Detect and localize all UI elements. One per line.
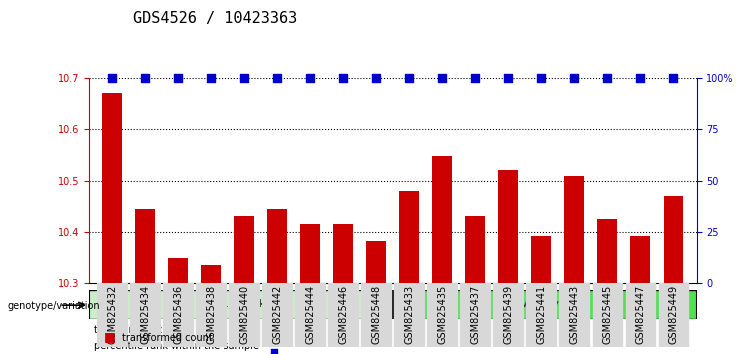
Text: GSM825448: GSM825448 <box>371 285 381 344</box>
Text: GSM825434: GSM825434 <box>140 285 150 344</box>
Bar <box>399 191 419 283</box>
Bar <box>168 258 188 283</box>
Bar <box>102 93 122 283</box>
Bar <box>432 156 452 283</box>
Bar <box>202 265 221 283</box>
Bar <box>460 283 490 347</box>
Text: ■: ■ <box>104 330 116 343</box>
Bar <box>394 283 424 347</box>
Point <box>436 75 448 81</box>
Point <box>668 75 679 81</box>
Text: GSM825432: GSM825432 <box>107 285 117 344</box>
Bar <box>333 224 353 283</box>
Point <box>602 75 614 81</box>
Point <box>568 75 580 81</box>
Bar <box>526 283 556 347</box>
Bar <box>163 283 193 347</box>
Text: GSM825437: GSM825437 <box>471 285 480 344</box>
Bar <box>296 283 325 347</box>
Bar <box>130 283 160 347</box>
Text: GSM825446: GSM825446 <box>338 285 348 344</box>
Text: transformed count: transformed count <box>122 333 213 343</box>
Text: GSM825439: GSM825439 <box>503 285 514 344</box>
Bar <box>625 283 655 347</box>
Text: GSM825438: GSM825438 <box>206 285 216 344</box>
Bar <box>631 236 651 283</box>
Point <box>634 75 646 81</box>
Bar <box>328 283 358 347</box>
Text: GDS4526 / 10423363: GDS4526 / 10423363 <box>133 11 298 25</box>
Point <box>469 75 481 81</box>
Text: GSM825447: GSM825447 <box>635 285 645 344</box>
Bar <box>393 290 703 319</box>
Bar <box>362 283 391 347</box>
Bar <box>465 217 485 283</box>
Point <box>106 75 118 81</box>
Bar <box>663 196 683 283</box>
Bar <box>300 224 320 283</box>
Bar <box>494 283 523 347</box>
Text: GSM825440: GSM825440 <box>239 285 249 344</box>
Bar <box>428 283 457 347</box>
Point <box>403 75 415 81</box>
Text: GSM825433: GSM825433 <box>405 285 414 344</box>
Point <box>536 75 548 81</box>
Point <box>305 75 316 81</box>
Text: transformed count: transformed count <box>95 325 185 336</box>
Point <box>172 75 184 81</box>
Bar <box>659 283 688 347</box>
Bar <box>366 241 386 283</box>
Bar <box>229 283 259 347</box>
Text: GSM825441: GSM825441 <box>536 285 546 344</box>
Bar <box>593 283 622 347</box>
Text: GSM825449: GSM825449 <box>668 285 679 344</box>
Text: wild type: wild type <box>522 299 574 309</box>
Text: GSM825435: GSM825435 <box>437 285 448 344</box>
Bar <box>262 283 292 347</box>
Text: GSM825445: GSM825445 <box>602 285 612 344</box>
Point <box>139 75 151 81</box>
Text: Wfs1 knock-out: Wfs1 knock-out <box>201 299 288 309</box>
Point <box>205 75 217 81</box>
Point <box>271 75 283 81</box>
Bar <box>268 209 287 283</box>
Bar <box>97 283 127 347</box>
Point <box>337 75 349 81</box>
Bar <box>531 236 551 283</box>
Point <box>268 319 280 325</box>
Text: GSM825443: GSM825443 <box>569 285 579 344</box>
Point <box>238 75 250 81</box>
Text: genotype/variation: genotype/variation <box>7 301 100 311</box>
Bar <box>89 290 399 319</box>
Bar <box>234 217 254 283</box>
Bar <box>135 209 155 283</box>
Text: GSM825442: GSM825442 <box>272 285 282 344</box>
Bar <box>597 219 617 283</box>
Text: GSM825444: GSM825444 <box>305 285 315 344</box>
Bar <box>559 283 589 347</box>
Text: percentile rank within the sample: percentile rank within the sample <box>95 341 259 350</box>
Bar <box>499 170 518 283</box>
Text: GSM825436: GSM825436 <box>173 285 183 344</box>
Point <box>268 350 280 354</box>
Bar <box>565 176 584 283</box>
Bar <box>196 283 226 347</box>
Point <box>502 75 514 81</box>
Point <box>370 75 382 81</box>
